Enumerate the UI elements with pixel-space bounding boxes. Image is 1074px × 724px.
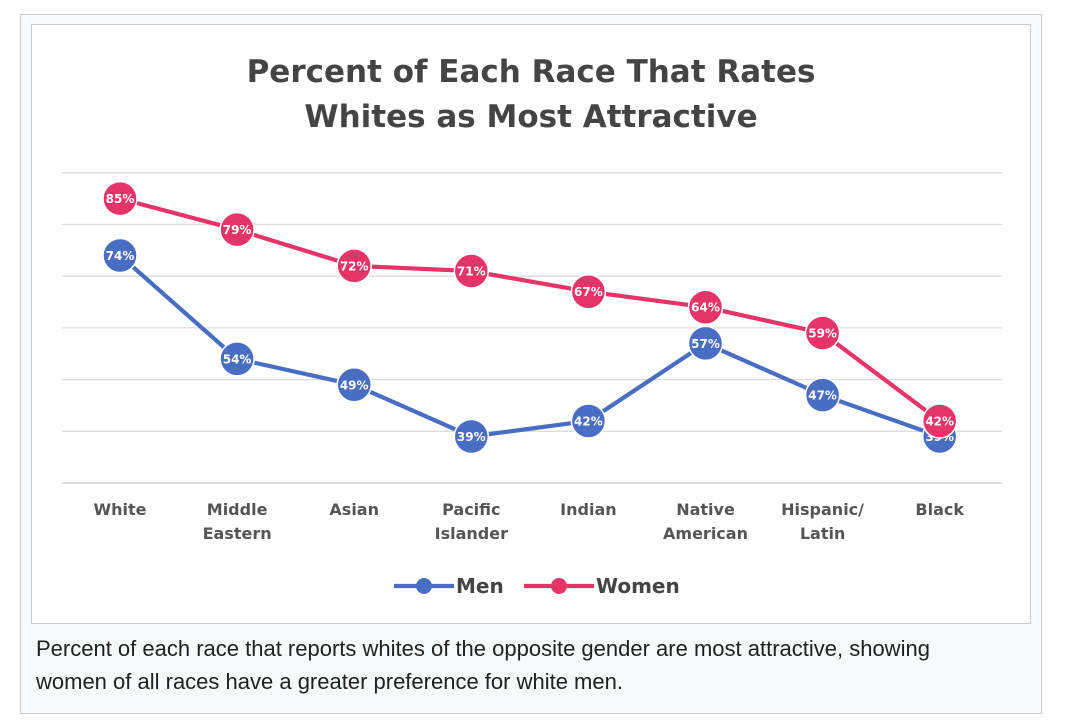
data-label-men: 57% bbox=[691, 337, 720, 351]
figure-caption: Percent of each race that reports whites… bbox=[36, 636, 930, 694]
data-point-women bbox=[219, 211, 255, 248]
x-tick-label: White bbox=[93, 500, 146, 519]
data-point-men bbox=[219, 341, 255, 377]
series-line-women bbox=[119, 196, 941, 423]
legend-label-women: Women bbox=[596, 574, 680, 598]
data-point-men bbox=[102, 237, 138, 274]
data-label-men: 74% bbox=[106, 249, 135, 263]
legend-label-men: Men bbox=[456, 574, 504, 598]
data-point-women bbox=[804, 315, 841, 351]
data-label-women: 85% bbox=[106, 192, 135, 206]
data-label-women: 72% bbox=[340, 259, 369, 273]
data-point-men bbox=[804, 377, 841, 413]
data-label-women: 42% bbox=[925, 414, 954, 428]
data-label-men: 49% bbox=[340, 378, 369, 392]
data-label-women: 71% bbox=[457, 265, 486, 279]
data-label-women: 67% bbox=[574, 285, 603, 299]
x-tick-label: Black bbox=[915, 500, 964, 519]
x-tick-label: American bbox=[663, 524, 748, 543]
data-label-men: 42% bbox=[574, 414, 603, 428]
data-point-men bbox=[687, 325, 724, 362]
x-tick-label: Asian bbox=[329, 500, 379, 519]
data-point-women bbox=[453, 253, 490, 289]
x-tick-label: Native bbox=[676, 500, 735, 519]
x-tick-label: Islander bbox=[435, 524, 508, 543]
x-tick-label: Eastern bbox=[203, 524, 272, 543]
legend-marker-men bbox=[416, 578, 432, 594]
data-label-women: 59% bbox=[808, 327, 837, 341]
x-tick-label: Latin bbox=[800, 524, 846, 543]
data-point-men bbox=[453, 418, 490, 455]
data-point-men bbox=[570, 403, 607, 439]
data-point-women bbox=[570, 273, 607, 310]
chart-title-line-2: Whites as Most Attractive bbox=[304, 99, 757, 135]
x-tick-label: Indian bbox=[560, 500, 616, 519]
data-label-men: 39% bbox=[457, 430, 486, 444]
data-label-men: 54% bbox=[223, 352, 252, 366]
data-point-men bbox=[336, 367, 372, 403]
legend-marker-women bbox=[551, 578, 567, 594]
data-point-women bbox=[687, 289, 724, 325]
series-line-men bbox=[118, 253, 941, 439]
data-point-women bbox=[921, 403, 958, 439]
data-label-women: 79% bbox=[223, 223, 252, 237]
chart-title-line-1: Percent of Each Race That Rates bbox=[247, 54, 816, 90]
x-tick-label: Pacific bbox=[442, 500, 500, 519]
x-tick-label: Hispanic/ bbox=[781, 500, 864, 519]
data-point-women bbox=[336, 248, 372, 284]
data-label-women: 64% bbox=[691, 301, 720, 315]
data-label-men: 47% bbox=[808, 389, 837, 403]
x-tick-label: Middle bbox=[207, 500, 268, 519]
data-point-women bbox=[102, 180, 138, 217]
